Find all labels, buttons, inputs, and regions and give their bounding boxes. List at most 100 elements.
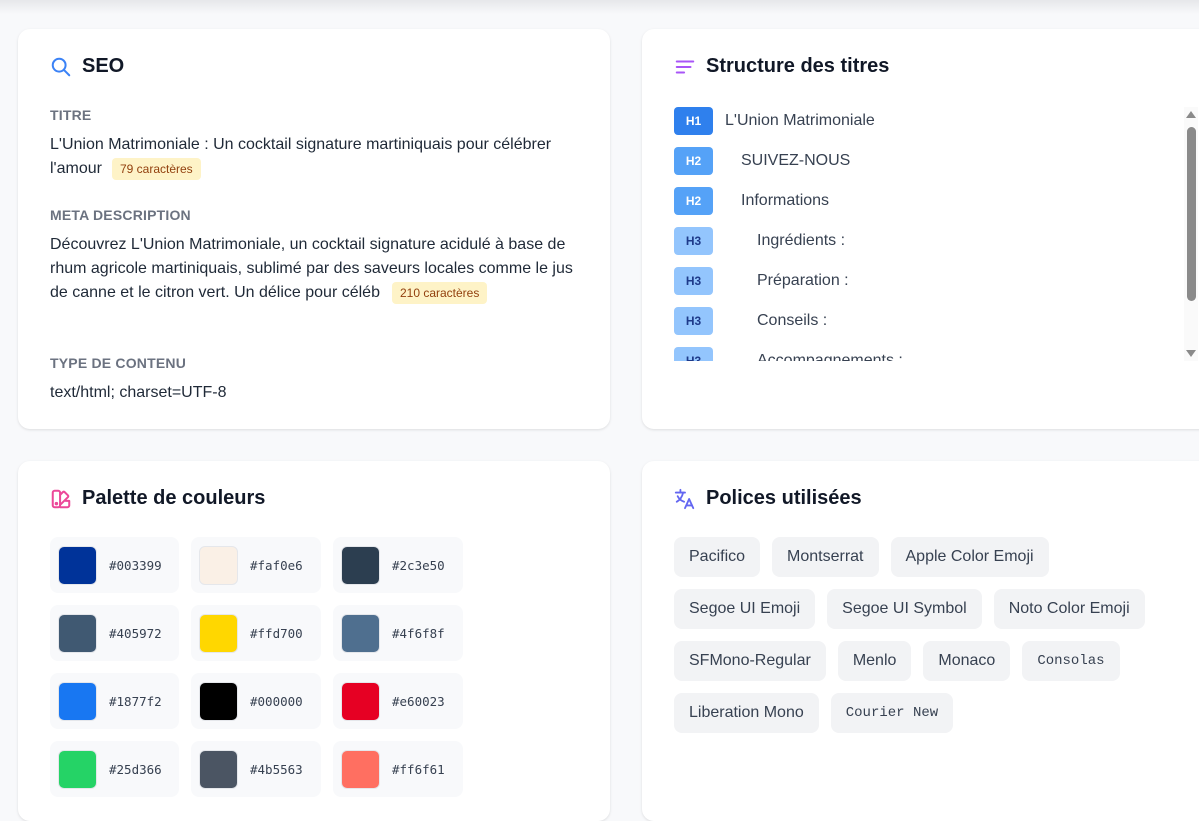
level-badge: H3 bbox=[674, 227, 713, 255]
color-hex: #4b5563 bbox=[250, 761, 303, 777]
seo-card-title: SEO bbox=[82, 55, 125, 77]
font-tag: Courier New bbox=[830, 693, 954, 733]
content-type-value: text/html; charset=UTF-8 bbox=[50, 384, 227, 401]
heading-text: L'Union Matrimoniale bbox=[725, 112, 875, 129]
color-chip bbox=[58, 545, 97, 585]
color-swatch[interactable]: #1877f2 bbox=[50, 673, 179, 729]
font-tag: SFMono-Regular bbox=[674, 641, 826, 681]
heading-text: Informations bbox=[741, 192, 830, 209]
heading-item: H2 Informations bbox=[674, 181, 1184, 221]
scroll-down-arrow-icon[interactable] bbox=[1186, 350, 1196, 357]
meta-description-text: Découvrez L'Union Matrimoniale, un cockt… bbox=[50, 236, 573, 301]
font-tag: Segoe UI Emoji bbox=[674, 589, 816, 629]
title-text: L'Union Matrimoniale : Un cocktail signa… bbox=[50, 136, 552, 177]
heading-item: H1 L'Union Matrimoniale bbox=[674, 101, 1184, 141]
fonts-card-title: Polices utilisées bbox=[706, 487, 862, 509]
list-icon bbox=[674, 56, 696, 78]
color-chip bbox=[58, 613, 97, 653]
color-hex: #faf0e6 bbox=[250, 557, 303, 573]
color-chip bbox=[341, 749, 380, 789]
font-tag-list: Pacifico Montserrat Apple Color Emoji Se… bbox=[674, 537, 1174, 733]
heading-item: H3 Accompagnements : bbox=[674, 341, 1184, 361]
heading-item: H3 Préparation : bbox=[674, 261, 1184, 301]
color-chip bbox=[341, 613, 380, 653]
scroll-thumb[interactable] bbox=[1187, 127, 1196, 301]
heading-item: H3 Conseils : bbox=[674, 301, 1184, 341]
color-swatch[interactable]: #25d366 bbox=[50, 741, 179, 797]
level-badge: H3 bbox=[674, 307, 713, 335]
color-swatch[interactable]: #405972 bbox=[50, 605, 179, 661]
headings-card-title: Structure des titres bbox=[706, 55, 890, 77]
heading-text: Accompagnements : bbox=[757, 352, 903, 361]
fonts-used-card: Polices utilisées Pacifico Montserrat Ap… bbox=[642, 461, 1199, 821]
heading-item: H2 SUIVEZ-NOUS bbox=[674, 141, 1184, 181]
color-swatch[interactable]: #ffd700 bbox=[191, 605, 321, 661]
color-swatch[interactable]: #faf0e6 bbox=[191, 537, 321, 593]
title-label: TITRE bbox=[50, 107, 92, 123]
color-chip bbox=[199, 613, 238, 653]
color-swatch[interactable]: #e60023 bbox=[333, 673, 463, 729]
font-tag: Segoe UI Symbol bbox=[827, 589, 982, 629]
color-hex: #1877f2 bbox=[109, 693, 162, 709]
fonts-card-header: Polices utilisées bbox=[674, 487, 862, 510]
color-hex: #ffd700 bbox=[250, 625, 303, 641]
scroll-up-arrow-icon[interactable] bbox=[1186, 111, 1196, 118]
font-tag: Apple Color Emoji bbox=[890, 537, 1049, 577]
heading-text: Préparation : bbox=[757, 272, 849, 289]
title-value: L'Union Matrimoniale : Un cocktail signa… bbox=[50, 133, 590, 181]
palette-icon bbox=[50, 488, 72, 510]
heading-text: SUIVEZ-NOUS bbox=[741, 152, 851, 169]
heading-item: H3 Ingrédients : bbox=[674, 221, 1184, 261]
color-hex: #2c3e50 bbox=[392, 557, 445, 573]
color-hex: #25d366 bbox=[109, 761, 162, 777]
color-swatch[interactable]: #4b5563 bbox=[191, 741, 321, 797]
content-type-label: TYPE DE CONTENU bbox=[50, 355, 187, 371]
color-swatch[interactable]: #4f6f8f bbox=[333, 605, 463, 661]
level-badge: H3 bbox=[674, 267, 713, 295]
font-tag: Consolas bbox=[1022, 641, 1120, 681]
headings-card-header: Structure des titres bbox=[674, 55, 889, 78]
font-tag: Liberation Mono bbox=[674, 693, 819, 733]
font-tag: Monaco bbox=[923, 641, 1011, 681]
color-hex: #000000 bbox=[250, 693, 303, 709]
palette-card-title: Palette de couleurs bbox=[82, 487, 266, 509]
search-icon bbox=[50, 56, 72, 78]
title-count-badge: 79 caractères bbox=[111, 157, 201, 180]
translate-icon bbox=[674, 488, 696, 510]
palette-card-header: Palette de couleurs bbox=[50, 487, 265, 510]
swatch-grid: #003399 #faf0e6 #2c3e50 #405972 #ffd700 … bbox=[50, 537, 463, 797]
color-swatch[interactable]: #2c3e50 bbox=[333, 537, 463, 593]
heading-list[interactable]: H1 L'Union Matrimoniale H2 SUIVEZ-NOUS H… bbox=[674, 101, 1184, 361]
top-header-shadow bbox=[0, 0, 1199, 14]
color-hex: #e60023 bbox=[392, 693, 445, 709]
meta-description-label: META DESCRIPTION bbox=[50, 207, 191, 223]
color-hex: #ff6f61 bbox=[392, 761, 445, 777]
font-tag: Montserrat bbox=[772, 537, 879, 577]
meta-description-value: Découvrez L'Union Matrimoniale, un cockt… bbox=[50, 233, 590, 305]
color-palette-card: Palette de couleurs #003399 #faf0e6 #2c3… bbox=[18, 461, 610, 821]
color-swatch[interactable]: #000000 bbox=[191, 673, 321, 729]
color-hex: #003399 bbox=[109, 557, 162, 573]
seo-card: SEO TITRE L'Union Matrimoniale : Un cock… bbox=[18, 29, 610, 429]
heading-text: Conseils : bbox=[757, 312, 828, 329]
level-badge: H3 bbox=[674, 347, 713, 361]
level-badge: H2 bbox=[674, 147, 713, 175]
color-swatch[interactable]: #003399 bbox=[50, 537, 179, 593]
color-chip bbox=[199, 545, 238, 585]
color-hex: #4f6f8f bbox=[392, 625, 445, 641]
level-badge: H1 bbox=[674, 107, 713, 135]
meta-count-badge: 210 caractères bbox=[391, 281, 488, 304]
color-chip bbox=[58, 749, 97, 789]
color-swatch[interactable]: #ff6f61 bbox=[333, 741, 463, 797]
font-tag: Menlo bbox=[837, 641, 912, 681]
headings-structure-card: Structure des titres H1 L'Union Matrimon… bbox=[642, 29, 1199, 429]
color-hex: #405972 bbox=[109, 625, 162, 641]
color-chip bbox=[199, 749, 238, 789]
level-badge: H2 bbox=[674, 187, 713, 215]
color-chip bbox=[341, 681, 380, 721]
seo-card-header: SEO bbox=[50, 55, 124, 78]
heading-text: Ingrédients : bbox=[757, 232, 846, 249]
color-chip bbox=[199, 681, 238, 721]
color-chip bbox=[58, 681, 97, 721]
heading-list-scrollbar[interactable] bbox=[1184, 107, 1198, 361]
